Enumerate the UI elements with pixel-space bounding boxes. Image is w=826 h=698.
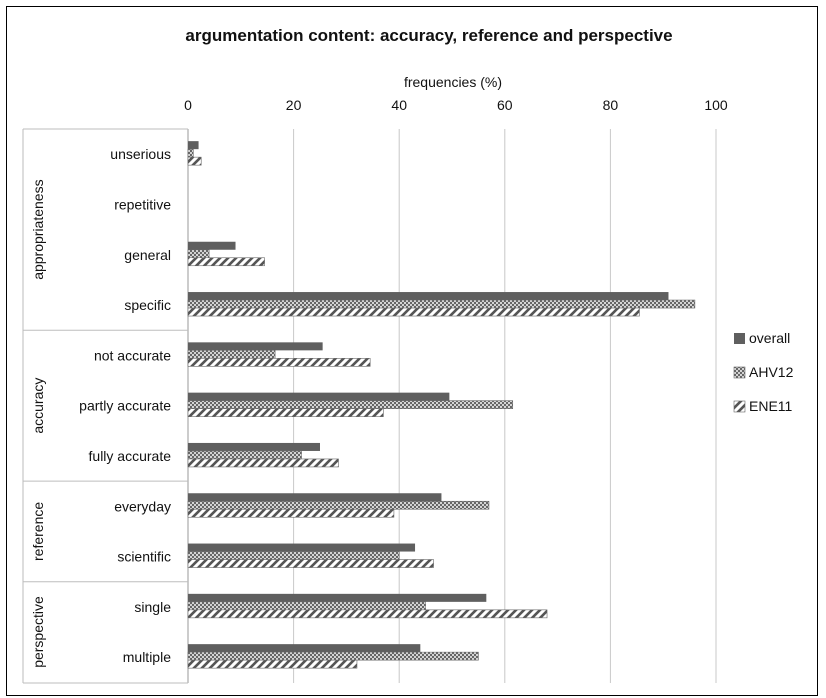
bar-ene11-partly-accurate — [187, 408, 384, 417]
group-labels: appropriateness accuracy reference perspect… — [23, 128, 188, 684]
category-label: partly accurate — [79, 398, 171, 414]
bar-overall-fully-accurate — [188, 442, 320, 451]
bar-ene11-general — [187, 257, 265, 267]
category-label: multiple — [123, 649, 171, 665]
bar-ahv12-multiple — [187, 651, 479, 661]
category-labels: unserious repetitive general specific not ac… — [79, 146, 171, 665]
bar-overall-unserious — [188, 141, 199, 150]
bar-ahv12-general — [187, 249, 210, 259]
group-label: accuracy — [30, 378, 46, 434]
category-label: everyday — [114, 498, 171, 514]
bar-ene11-single — [187, 609, 548, 619]
legend-label-ene11: ENE11 — [749, 398, 793, 414]
bar-ahv12-fully-accurate — [187, 450, 302, 460]
bar-overall-partly-accurate — [188, 392, 450, 401]
legend-swatch-ahv12 — [733, 366, 746, 379]
bar-overall-multiple — [188, 644, 421, 653]
bar-overall-everyday — [188, 493, 442, 502]
bar-ahv12-specific — [187, 299, 696, 309]
bar-ene11-fully-accurate — [187, 458, 339, 468]
x-tick-label: 60 — [497, 97, 513, 113]
bar-overall-not-accurate — [188, 342, 323, 351]
bar-ahv12-partly-accurate — [187, 400, 514, 409]
bar-ahv12-everyday — [187, 500, 490, 510]
category-label: not accurate — [94, 347, 171, 363]
bar-overall-specific — [188, 292, 669, 301]
x-axis-title: frequencies (%) — [404, 74, 502, 90]
legend-label-overall: overall — [749, 330, 790, 346]
bar-ene11-not-accurate — [187, 358, 371, 367]
legend-swatch-ene11 — [733, 400, 746, 413]
category-label: scientific — [117, 549, 171, 565]
bar-overall-single — [188, 593, 487, 602]
bar-ene11-scientific — [187, 559, 434, 568]
category-label: single — [134, 599, 171, 615]
legend: overall AHV12 ENE11 — [733, 330, 794, 414]
x-tick-label: 100 — [704, 97, 728, 113]
category-label: general — [124, 247, 171, 263]
legend-swatch-overall — [734, 333, 745, 344]
category-label: specific — [124, 297, 171, 313]
bar-ene11-everyday — [187, 508, 395, 518]
bars — [187, 141, 696, 669]
x-tick-label: 80 — [603, 97, 619, 113]
category-label: repetitive — [114, 196, 171, 212]
group-label: appropriateness — [30, 179, 46, 279]
bar-overall-scientific — [188, 543, 416, 552]
x-tick-label: 20 — [286, 97, 302, 113]
bar-ahv12-not-accurate — [187, 350, 276, 359]
bar-ene11-unserious — [187, 156, 202, 166]
group-label: perspective — [30, 596, 46, 668]
legend-label-ahv12: AHV12 — [749, 364, 794, 380]
chart-frame: argumentation content: accuracy, referen… — [6, 6, 818, 696]
x-axis-ticks: 0 20 40 60 80 100 — [184, 97, 728, 113]
bar-ene11-multiple — [187, 659, 358, 669]
bar-ahv12-unserious — [187, 148, 194, 158]
x-tick-label: 40 — [391, 97, 407, 113]
category-label: fully accurate — [89, 448, 172, 464]
bar-chart: argumentation content: accuracy, referen… — [22, 26, 794, 684]
chart-title: argumentation content: accuracy, referen… — [185, 26, 672, 45]
bar-ahv12-single — [187, 601, 426, 611]
bar-ene11-specific — [187, 307, 640, 317]
bar-ahv12-scientific — [187, 551, 400, 560]
group-label: reference — [30, 502, 46, 561]
bar-overall-general — [188, 241, 236, 250]
category-label: unserious — [110, 146, 171, 162]
x-tick-label: 0 — [184, 97, 192, 113]
